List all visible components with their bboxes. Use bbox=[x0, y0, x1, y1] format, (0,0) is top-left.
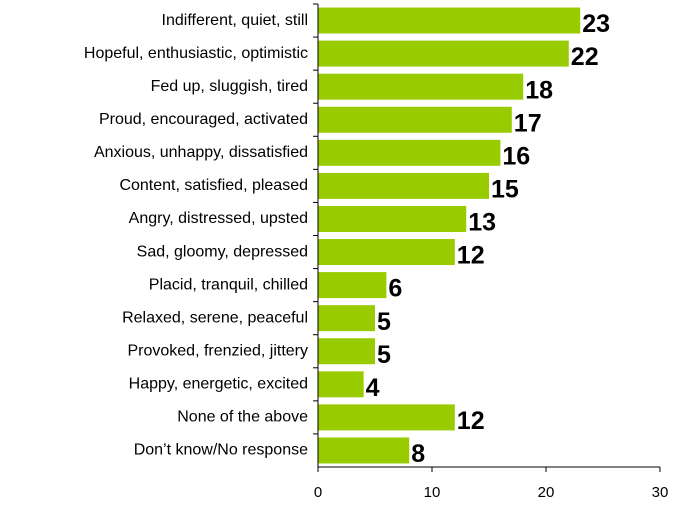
bar bbox=[318, 73, 524, 100]
bar bbox=[318, 305, 375, 332]
bar bbox=[318, 371, 364, 398]
value-label: 22 bbox=[571, 43, 599, 71]
category-label: Sad, gloomy, depressed bbox=[137, 243, 308, 260]
value-label: 13 bbox=[468, 209, 496, 237]
value-label: 6 bbox=[388, 275, 402, 303]
category-label: Relaxed, serene, peaceful bbox=[122, 309, 308, 326]
bar bbox=[318, 40, 569, 67]
value-label: 15 bbox=[491, 176, 519, 204]
category-label: Don’t know/No response bbox=[134, 442, 308, 459]
category-label: Proud, encouraged, activated bbox=[99, 111, 308, 128]
value-label: 16 bbox=[502, 142, 530, 170]
category-label: Indifferent, quiet, still bbox=[162, 12, 308, 29]
value-label: 23 bbox=[582, 10, 610, 38]
category-label: Fed up, sluggish, tired bbox=[151, 78, 308, 95]
bar bbox=[318, 106, 512, 133]
bar bbox=[318, 172, 489, 199]
category-label: Angry, distressed, upsted bbox=[129, 210, 308, 227]
category-label: None of the above bbox=[177, 409, 308, 426]
x-tick-label: 20 bbox=[538, 484, 555, 501]
category-label: Anxious, unhappy, dissatisfied bbox=[94, 144, 308, 161]
x-tick-label: 10 bbox=[424, 484, 441, 501]
x-tick-label: 0 bbox=[314, 484, 322, 501]
value-label: 8 bbox=[411, 440, 425, 468]
bar bbox=[318, 205, 467, 232]
bar bbox=[318, 7, 581, 34]
category-label: Content, satisfied, pleased bbox=[119, 177, 308, 194]
bar bbox=[318, 404, 455, 431]
value-label: 4 bbox=[366, 374, 380, 402]
category-label: Provoked, frenzied, jittery bbox=[127, 342, 308, 359]
value-label: 5 bbox=[377, 341, 391, 369]
bar bbox=[318, 239, 455, 266]
bar bbox=[318, 139, 501, 166]
bar bbox=[318, 338, 375, 365]
category-label: Happy, energetic, excited bbox=[129, 376, 308, 393]
value-label: 17 bbox=[514, 109, 542, 137]
bar bbox=[318, 272, 387, 299]
category-label: Placid, tranquil, chilled bbox=[149, 276, 308, 293]
value-label: 5 bbox=[377, 308, 391, 336]
value-label: 18 bbox=[525, 76, 553, 104]
x-tick-label: 30 bbox=[652, 484, 669, 501]
category-label: Hopeful, enthusiastic, optimistic bbox=[84, 45, 308, 62]
bar bbox=[318, 437, 410, 464]
value-label: 12 bbox=[457, 407, 485, 435]
value-label: 12 bbox=[457, 242, 485, 270]
